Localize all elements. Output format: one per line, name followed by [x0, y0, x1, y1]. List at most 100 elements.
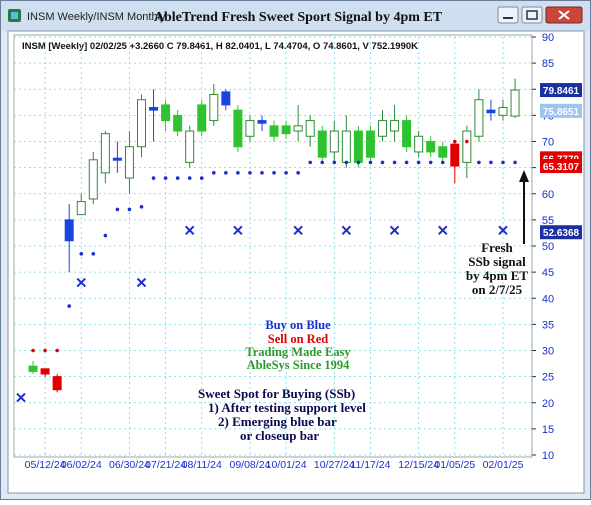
candle-body [498, 107, 508, 116]
stop-dot [43, 348, 47, 353]
minimize-button[interactable] [497, 6, 519, 24]
stop-dot [175, 176, 180, 180]
candle-body [161, 104, 171, 122]
price-label: 75.8651 [543, 107, 580, 118]
candle-body [88, 159, 98, 200]
candle-body [450, 143, 460, 167]
x-tick-label: 07/21/24 [145, 459, 186, 471]
stop-dot [31, 348, 35, 353]
candle-body [197, 104, 207, 132]
note: or closeup bar [240, 428, 319, 443]
stop-dot [428, 160, 433, 165]
stop-dot [501, 160, 505, 165]
stop-dot [380, 160, 385, 165]
stop-dot [308, 160, 313, 165]
candle-body [185, 130, 195, 163]
y-tick-label: 15 [542, 424, 554, 436]
x-tick-label: 10/01/24 [266, 459, 307, 471]
tab-title[interactable]: INSM Weekly/INSM Monthly [27, 11, 166, 23]
candle-body [281, 125, 291, 135]
candle-body [52, 376, 62, 391]
candle-body [293, 125, 303, 132]
candle-body [390, 120, 400, 132]
price-label-box [540, 103, 582, 118]
price-label: 79.8461 [543, 86, 580, 97]
x-tick-label: 10/27/24 [314, 459, 355, 471]
candle-body [329, 130, 339, 153]
signal-x [293, 225, 303, 236]
candle-body [365, 130, 375, 158]
candle-body [64, 219, 74, 242]
y-tick-label: 55 [542, 215, 554, 227]
stop-dot [489, 160, 493, 165]
candle-body [100, 133, 110, 174]
stop-dot [416, 160, 421, 165]
legend: Buy on Blue Sell on Red Trading Made Eas… [245, 318, 351, 372]
callout: Fresh SSb signal by 4pm ET on 2/7/25 [466, 240, 528, 297]
candle-body [378, 120, 387, 137]
price-label-box [540, 159, 582, 174]
candle-body [402, 120, 412, 148]
callout-line: Fresh [481, 240, 513, 255]
y-tick-label: 45 [542, 267, 554, 279]
stop-dot [199, 176, 204, 180]
signal-x [233, 225, 243, 236]
x-tick-label: 09/08/24 [230, 459, 271, 471]
y-tick-label: 60 [542, 189, 554, 201]
legend-item: AbleSys Since 1994 [247, 358, 351, 372]
note: Sweet Spot for Buying (SSb) [198, 386, 355, 401]
signal-x [76, 277, 86, 288]
candle-body [149, 107, 159, 111]
candle-body [137, 99, 146, 148]
callout-arrowhead [519, 170, 529, 182]
candle-body [257, 120, 267, 124]
stop-dot [236, 171, 240, 175]
stop-dot [163, 176, 168, 180]
candle-body [353, 130, 363, 163]
stop-dot [260, 171, 264, 175]
x-tick-label: 01/05/25 [434, 459, 475, 471]
stop-dot [55, 348, 59, 353]
signal-x [498, 225, 508, 236]
y-tick-label: 90 [542, 32, 554, 44]
stop-dot [187, 176, 192, 180]
callout-line: on 2/7/25 [472, 282, 523, 297]
maximize-button[interactable] [521, 6, 543, 24]
stop-dot [67, 304, 71, 308]
x-tick-label: 05/12/24 [25, 459, 66, 471]
note: 1) After testing support level [208, 400, 366, 415]
y-tick-label: 10 [542, 450, 554, 462]
stop-dot [79, 252, 84, 256]
quote-header: INSM [Weekly] 02/02/25 +3.2660 C 79.8461… [22, 41, 418, 52]
y-tick-label: 20 [542, 398, 554, 410]
legend-item: Sell on Red [268, 332, 328, 346]
stop-dot [404, 160, 409, 165]
candle-body [209, 93, 219, 122]
candle-body [510, 89, 520, 117]
stop-dot [477, 160, 481, 165]
y-tick-label: 30 [542, 346, 554, 358]
stop-dot [212, 171, 216, 175]
candle-body [245, 120, 255, 137]
y-tick-label: 70 [542, 137, 554, 149]
x-tick-label: 06/02/24 [61, 459, 102, 471]
price-label-box [540, 83, 582, 98]
x-tick-label: 12/15/24 [398, 459, 439, 471]
y-tick-label: 35 [542, 319, 554, 331]
stop-dot [284, 171, 288, 175]
signal-x [389, 225, 400, 236]
candle-body [426, 141, 436, 153]
stop-dot [91, 252, 96, 256]
stop-dot [151, 176, 156, 180]
candle-body [173, 114, 183, 132]
price-label: 52.6368 [543, 228, 580, 239]
stop-dot [440, 160, 445, 165]
stop-dot [513, 160, 517, 165]
stop-dot [248, 171, 252, 175]
signal-x [438, 225, 448, 236]
y-tick-label: 50 [542, 241, 554, 253]
x-tick-label: 11/17/24 [350, 459, 390, 471]
y-tick-label: 25 [542, 372, 554, 384]
stop-dot [453, 139, 457, 144]
stop-dot [127, 207, 132, 212]
